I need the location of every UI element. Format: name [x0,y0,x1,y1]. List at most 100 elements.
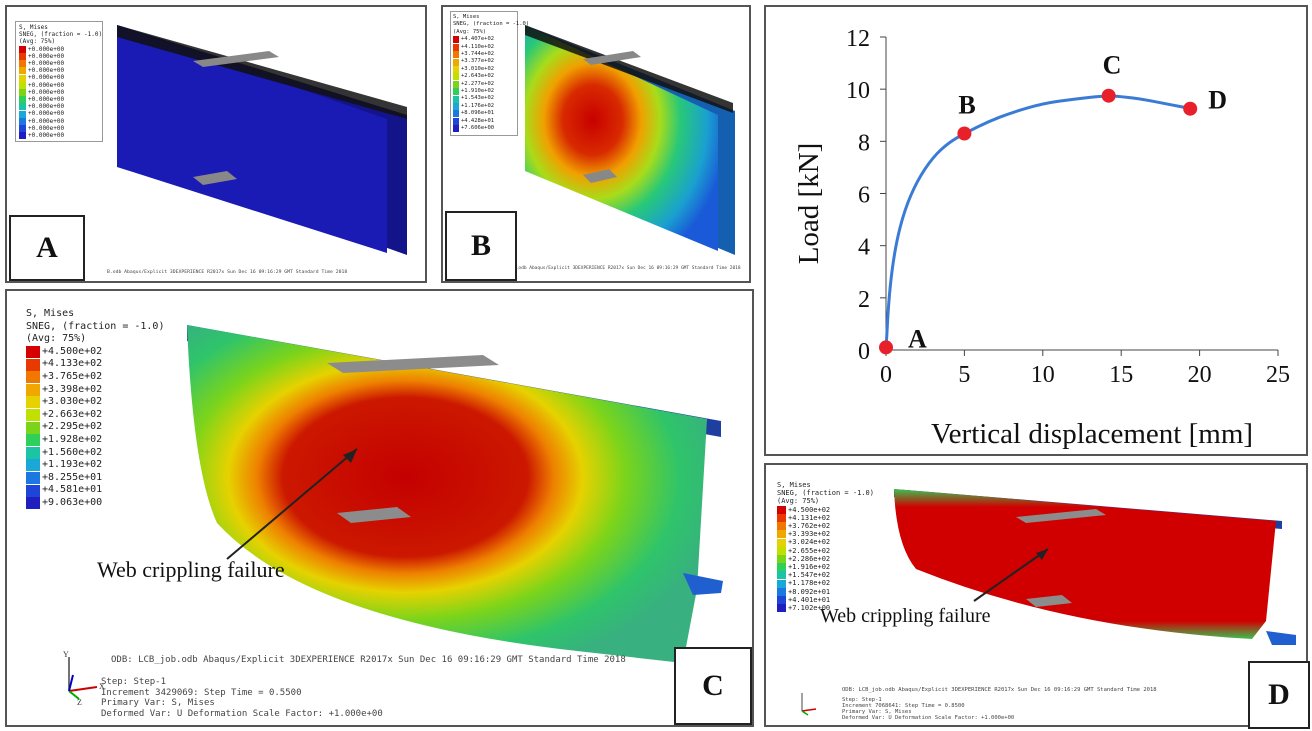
legend-header-line: SNEG, (fraction = -1.0) [453,21,530,28]
legend-value: +1.176e+02 [461,102,495,109]
y-tick-label: 12 [846,26,870,52]
point-marker-b [957,126,972,141]
legend-value: +0.000e+00 [28,74,65,82]
legend-value: +1.910e+02 [461,88,495,95]
legend-row: +0.000e+00 [19,125,99,132]
panel-d-label: D [1248,661,1310,729]
panel-b-label: B [445,211,517,281]
point-label-a: A [908,324,927,353]
legend-value: +4.428e+01 [461,117,495,124]
annotation-c: Web crippling failure [97,557,285,582]
x-tick-label: 20 [1188,362,1212,388]
legend-row: +0.000e+00 [19,60,99,68]
legend-row: +3.030e+02 [26,396,162,409]
legend-value: +7.102e+00 [788,604,831,613]
point-label-c: C [1103,51,1122,80]
y-tick-label: 6 [858,183,870,209]
legend-swatch [453,51,459,59]
legend-row: +3.765e+02 [26,371,162,384]
legend-swatch [26,472,40,485]
legend-swatch [26,497,40,510]
chart-panel: 0 5 10 15 20 25 0 2 4 6 8 10 12 Vertical displacement… [764,5,1308,456]
legend-row: +7.606e+00 [453,125,515,133]
legend-row: +2.643e+02 [453,73,515,81]
legend-value: +1.178e+02 [788,579,831,588]
legend-row: +1.193e+02 [26,459,162,472]
legend-swatch [19,81,26,89]
legend-swatch [19,124,26,132]
legend-value: +2.643e+02 [461,73,495,80]
legend-row: +1.178e+02 [777,579,871,588]
legend-row: +1.916e+02 [777,563,871,572]
legend-value: +4.110e+02 [461,43,495,50]
legend-value: +4.401e+01 [788,595,831,604]
legend-value: +4.581e+01 [42,484,103,496]
legend-swatch [26,446,40,459]
legend-swatch [453,80,459,88]
beam-b-illustration [525,25,735,255]
load-curve-line [884,94,1193,351]
legend-value: +0.000e+00 [28,124,65,132]
legend-swatch [19,45,26,53]
legend-value: +1.543e+02 [461,95,495,102]
legend-row: +4.401e+01 [777,596,871,604]
legend-swatch [19,88,26,96]
legend-row: +3.377e+02 [453,58,515,66]
legend-value: +2.286e+02 [788,554,831,563]
legend-swatch [777,604,786,613]
point-marker-d [1183,101,1198,116]
legend-row: +3.744e+02 [453,51,515,59]
legend-swatch [777,546,786,555]
legend-value: +4.500e+02 [42,345,103,357]
legend-row: +2.663e+02 [26,409,162,422]
panel-c: S, Mises SNEG, (fraction = -1.0) (Avg: 75%… [5,289,754,727]
x-tick-label: 5 [958,362,970,388]
beam-d-illustration [894,489,1296,645]
panel-a: S, Mises SNEG, (fraction = -1.0) (Avg: 75%… [5,5,427,283]
legend-row: +3.398e+02 [26,384,162,397]
legend-row: +1.176e+02 [453,102,515,111]
legend-row: +4.133e+02 [26,358,162,371]
legend-value: +4.500e+02 [788,505,831,514]
legend-row: +4.131e+02 [777,514,871,522]
legend-value: +1.928e+02 [42,433,103,445]
axis-triad-icon-d [801,693,817,716]
panel-b: S, Mises SNEG, (fraction = -1.0) (Avg: 75%… [441,5,751,283]
legend-swatch [777,513,786,522]
y-tick-label: 2 [858,287,870,313]
legend-value: +4.133e+02 [42,358,103,370]
footer-b: B.odb Abaqus/Explicit 3DEXPERIENCE R2017… [513,266,741,271]
legend-value: +3.762e+02 [788,522,831,531]
legend-value: +9.063e+00 [42,496,103,508]
y-tick-label: 0 [858,339,870,365]
legend-swatch [453,73,459,81]
legend-value: +3.744e+02 [461,51,495,58]
legend-row: +7.102e+00 [777,604,871,613]
svg-text:X: X [99,682,105,691]
legend-row: +2.277e+02 [453,81,515,88]
legend-value: +8.092e+01 [788,587,831,596]
panel-c-label: C [674,647,752,725]
legend-row: +1.560e+02 [26,447,162,460]
legend-value: +1.560e+02 [42,446,103,458]
legend-value: +8.096e+01 [461,110,495,117]
legend-c: S, Mises SNEG, (fraction = -1.0) (Avg: 75%… [22,305,166,513]
legend-row: +1.910e+02 [453,88,515,96]
step-info-d: Step: Step-1 Increment 7068641: Step Tim… [842,697,1015,721]
legend-swatch [26,358,40,371]
legend-swatch [453,58,459,66]
legend-swatch [777,587,786,596]
point-marker-c [1101,88,1116,103]
legend-value: +4.407e+02 [461,36,495,43]
legend-swatch [26,346,40,359]
legend-row: +0.000e+00 [19,118,99,125]
legend-row: +8.096e+01 [453,110,515,118]
legend-value: +3.765e+02 [42,370,103,382]
legend-value: +0.000e+00 [28,52,65,60]
x-tick-label: 15 [1109,362,1133,388]
legend-header-line: SNEG, (fraction = -1.0) [19,31,103,39]
legend-header-line: SNEG, (fraction = -1.0) [26,320,165,332]
legend-value: +0.000e+00 [28,96,65,104]
svg-text:Y: Y [63,650,69,659]
legend-row: +4.110e+02 [453,44,515,51]
